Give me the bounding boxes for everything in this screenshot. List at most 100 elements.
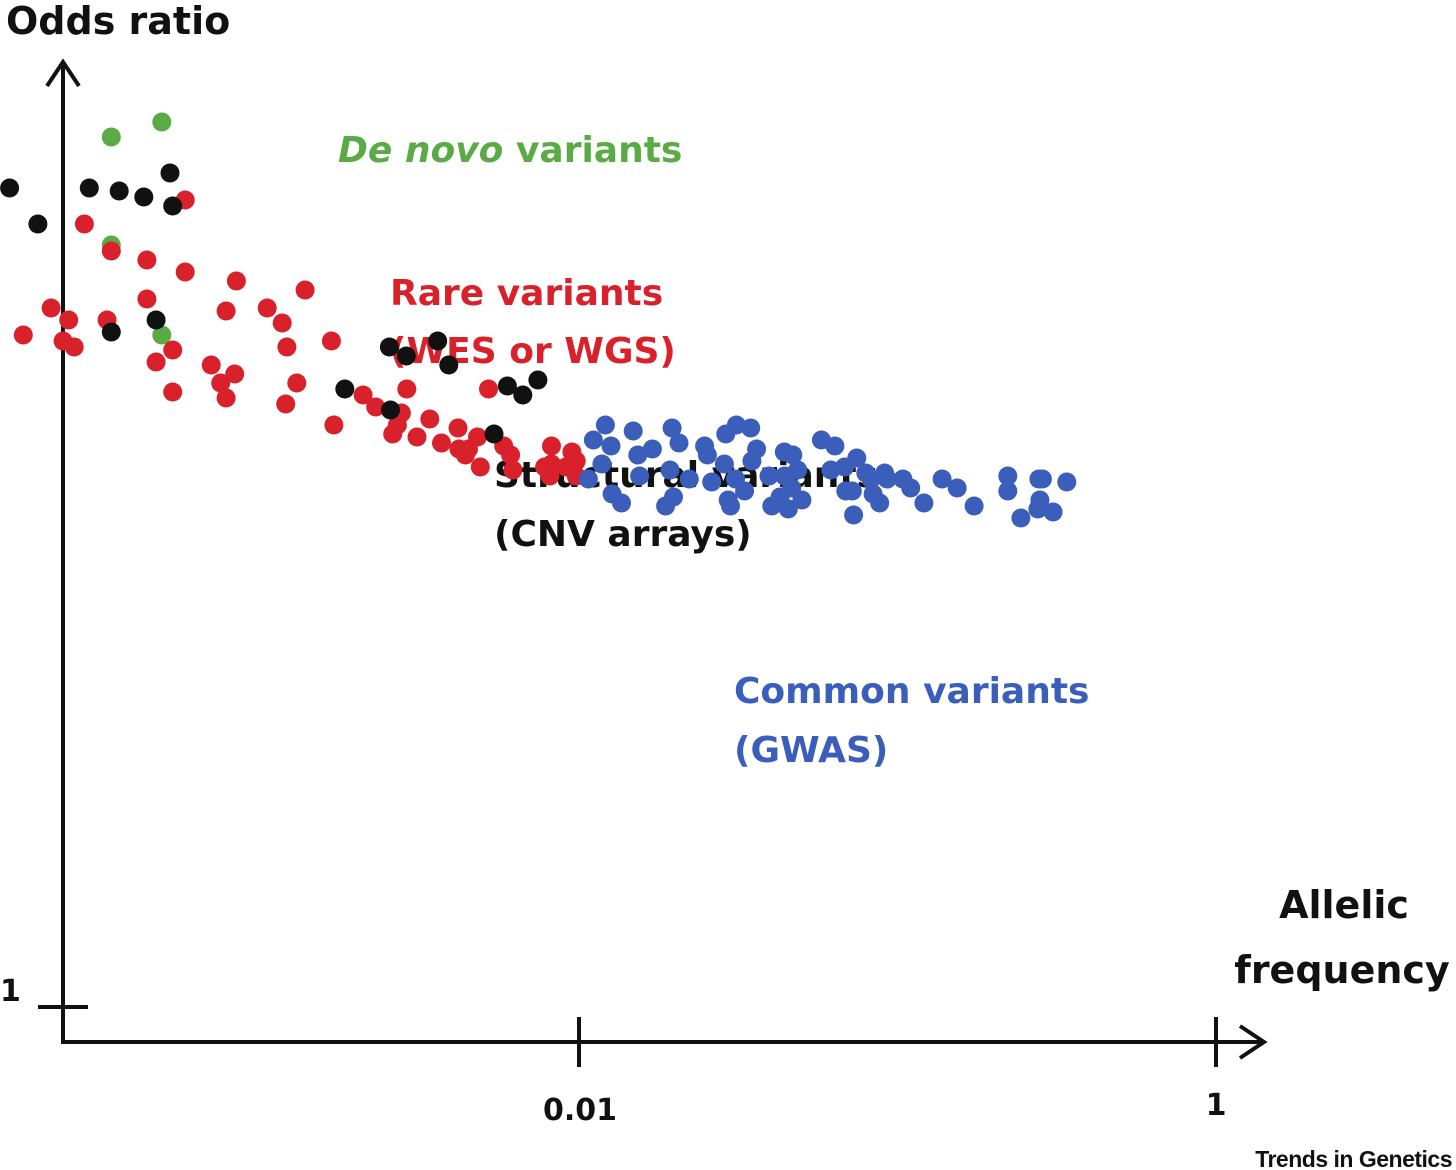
point-rare-variants-31 <box>353 385 373 405</box>
point-rare-variants-30 <box>216 388 236 408</box>
point-common-variants-0 <box>595 415 615 435</box>
point-rare-variants-10 <box>137 289 157 309</box>
point-rare-variants-33 <box>366 397 386 417</box>
y-axis-label: Odds ratio <box>6 0 230 43</box>
point-common-variants-4 <box>741 418 761 438</box>
point-structural-variants-15 <box>528 370 548 390</box>
point-common-variants-19 <box>592 454 612 474</box>
point-rare-variants-18 <box>321 331 341 351</box>
point-rare-variants-6 <box>226 271 246 291</box>
point-rare-variants-27 <box>397 379 417 399</box>
point-common-variants-35 <box>702 472 722 492</box>
point-common-variants-42 <box>998 466 1018 486</box>
point-common-variants-63 <box>1043 502 1063 522</box>
point-rare-variants-53 <box>503 460 523 480</box>
point-rare-variants-36 <box>324 415 344 435</box>
point-common-variants-14 <box>697 445 717 465</box>
point-common-variants-33 <box>861 469 881 489</box>
series-label-common-line2: (GWAS) <box>734 730 888 771</box>
point-common-variants-67 <box>1028 499 1048 519</box>
x-tick-label-1: 1 <box>1206 1088 1227 1123</box>
point-common-variants-26 <box>630 466 650 486</box>
point-structural-variants-10 <box>101 322 121 342</box>
point-rare-variants-28 <box>479 379 498 399</box>
point-common-variants-54 <box>612 493 631 513</box>
point-common-variants-53 <box>998 481 1018 501</box>
point-common-variants-62 <box>964 496 984 516</box>
point-common-variants-55 <box>656 496 676 516</box>
point-rare-variants-21 <box>277 337 297 357</box>
point-structural-variants-11 <box>428 331 448 351</box>
point-rare-variants-11 <box>216 301 236 321</box>
source-credit: Trends in Genetics <box>1255 1146 1452 1170</box>
series-label-rare: Rare variants <box>390 273 663 314</box>
point-common-variants-17 <box>783 445 803 465</box>
point-common-variants-41 <box>932 469 952 489</box>
y-tick-label: 1 <box>0 974 21 1009</box>
x-axis-label-line1: Allelic <box>1279 883 1409 927</box>
point-rare-variants-7 <box>295 280 315 300</box>
point-structural-variants-7 <box>163 196 183 216</box>
point-structural-variants-2 <box>0 178 20 198</box>
point-rare-variants-15 <box>272 313 292 333</box>
point-structural-variants-19 <box>381 400 400 420</box>
point-rare-variants-2 <box>74 214 94 234</box>
point-rare-variants-20 <box>163 340 183 360</box>
point-rare-variants-29 <box>163 382 183 402</box>
point-common-variants-48 <box>792 490 812 510</box>
point-common-variants-59 <box>844 505 864 525</box>
point-rare-variants-56 <box>540 466 560 486</box>
data-points <box>0 112 1077 528</box>
x-axis-arrow-icon <box>1238 1024 1268 1060</box>
point-rare-variants-13 <box>59 310 79 330</box>
point-rare-variants-5 <box>175 262 195 282</box>
point-rare-variants-25 <box>211 373 231 393</box>
point-rare-variants-16 <box>13 325 33 345</box>
point-structural-variants-4 <box>109 181 129 201</box>
point-common-variants-36 <box>735 481 755 501</box>
axes <box>38 58 1268 1067</box>
point-common-variants-6 <box>601 436 621 456</box>
point-common-variants-27 <box>679 469 699 489</box>
series-label-common: Common variants <box>734 671 1089 712</box>
point-rare-variants-46 <box>542 436 561 456</box>
point-rare-variants-48 <box>455 445 475 465</box>
point-common-variants-68 <box>1011 508 1031 528</box>
point-common-variants-65 <box>1032 469 1052 489</box>
point-common-variants-13 <box>642 439 662 459</box>
point-structural-variants-9 <box>146 310 166 330</box>
point-structural-variants-8 <box>28 214 48 234</box>
point-common-variants-51 <box>901 478 921 498</box>
point-common-variants-66 <box>1057 472 1077 492</box>
point-rare-variants-19 <box>64 337 84 357</box>
point-de-novo-variants-0 <box>101 127 121 147</box>
point-rare-variants-40 <box>407 427 427 447</box>
point-common-variants-12 <box>628 445 648 465</box>
point-rare-variants-26 <box>287 373 307 393</box>
x-axis-label-line2: frequency <box>1234 948 1450 992</box>
point-rare-variants-35 <box>420 409 440 429</box>
point-rare-variants-12 <box>257 298 277 318</box>
point-common-variants-1 <box>623 421 643 441</box>
point-common-variants-61 <box>914 493 934 513</box>
point-rare-variants-24 <box>225 364 245 384</box>
point-structural-variants-12 <box>379 337 399 357</box>
point-rare-variants-22 <box>146 352 166 372</box>
point-common-variants-60 <box>870 493 890 513</box>
series-label-structural-line2: (CNV arrays) <box>494 514 752 555</box>
point-rare-variants-4 <box>137 250 157 270</box>
point-common-variants-5 <box>583 430 603 450</box>
point-structural-variants-17 <box>335 379 355 399</box>
point-common-variants-39 <box>877 469 897 489</box>
point-common-variants-20 <box>660 460 680 480</box>
point-structural-variants-20 <box>484 424 504 444</box>
point-common-variants-56 <box>721 496 740 516</box>
point-structural-variants-16 <box>497 376 517 396</box>
series-label-de-novo: De novo variants <box>338 130 682 171</box>
point-structural-variants-5 <box>134 187 154 207</box>
point-structural-variants-14 <box>439 355 459 375</box>
x-tick-label-0.01: 0.01 <box>543 1093 617 1128</box>
point-rare-variants-32 <box>276 394 296 414</box>
point-common-variants-2 <box>662 418 682 438</box>
